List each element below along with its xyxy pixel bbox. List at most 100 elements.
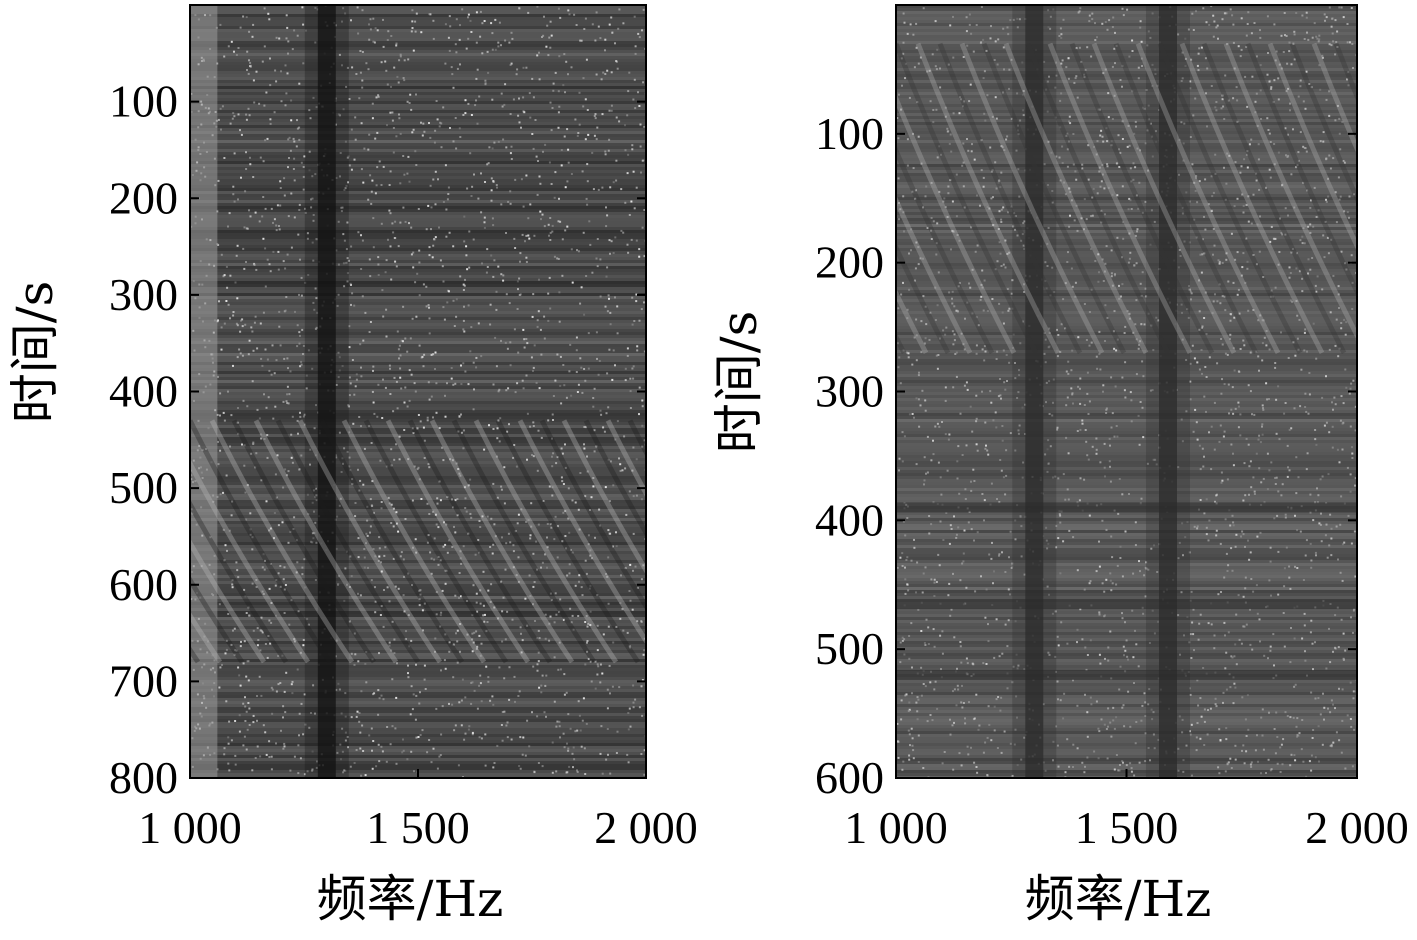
noise-speck (624, 149, 627, 152)
noise-speck (347, 181, 349, 184)
noise-speck (607, 529, 610, 532)
noise-speck (253, 321, 256, 324)
noise-speck (943, 197, 946, 200)
noise-speck (550, 526, 553, 529)
noise-speck (1104, 614, 1106, 617)
heatmap-row (896, 197, 1357, 200)
noise-speck (314, 579, 317, 581)
noise-speck (291, 415, 294, 418)
noise-speck (915, 463, 918, 466)
noise-speck (229, 317, 231, 320)
noise-speck (487, 676, 490, 679)
noise-speck (643, 637, 646, 640)
noise-speck (342, 262, 345, 265)
noise-speck (400, 551, 403, 554)
noise-speck (392, 127, 395, 129)
noise-speck (587, 657, 590, 660)
noise-speck (457, 468, 460, 470)
noise-speck (459, 24, 461, 27)
noise-speck (382, 698, 385, 701)
noise-speck (935, 253, 938, 256)
noise-speck (402, 305, 405, 308)
noise-speck (643, 350, 646, 353)
noise-speck (1288, 50, 1291, 53)
noise-speck (444, 394, 446, 397)
noise-speck (951, 302, 954, 305)
noise-speck (1146, 129, 1149, 132)
heatmap-row (896, 434, 1357, 437)
noise-speck (558, 720, 561, 723)
noise-speck (550, 183, 553, 185)
heatmap-row (896, 41, 1357, 44)
noise-speck (263, 104, 266, 107)
noise-speck (986, 449, 989, 452)
noise-speck (915, 359, 918, 362)
noise-speck (1246, 150, 1249, 153)
noise-speck (1337, 285, 1340, 288)
noise-speck (1080, 217, 1083, 220)
noise-speck (1314, 284, 1317, 287)
noise-speck (467, 383, 470, 386)
noise-speck (1332, 157, 1335, 160)
noise-speck (1270, 461, 1273, 464)
noise-speck (1084, 69, 1087, 71)
noise-speck (361, 86, 364, 89)
noise-speck (1013, 743, 1016, 746)
noise-speck (303, 773, 306, 776)
noise-speck (626, 114, 629, 117)
noise-speck (509, 152, 512, 155)
noise-speck (230, 739, 233, 742)
noise-speck (536, 715, 539, 718)
noise-speck (510, 31, 513, 34)
noise-speck (296, 345, 299, 348)
noise-speck (1241, 193, 1244, 196)
noise-speck (308, 109, 311, 112)
noise-speck (1195, 749, 1198, 752)
noise-speck (999, 252, 1002, 255)
noise-speck (1239, 171, 1242, 174)
noise-speck (1234, 161, 1237, 164)
heatmap-row (896, 215, 1357, 218)
noise-speck (462, 283, 465, 286)
noise-speck (486, 266, 489, 268)
heatmap-row (190, 674, 646, 677)
noise-speck (1257, 438, 1260, 441)
heatmap-row (190, 137, 646, 140)
noise-speck (1213, 244, 1216, 247)
noise-speck (1107, 725, 1109, 728)
noise-speck (514, 247, 517, 249)
noise-speck (1309, 542, 1312, 545)
noise-speck (941, 630, 944, 633)
noise-speck (595, 138, 598, 141)
noise-speck (1334, 614, 1337, 617)
noise-speck (604, 73, 607, 75)
noise-speck (608, 138, 611, 141)
heatmap-row (190, 161, 646, 164)
noise-speck (1354, 575, 1357, 578)
noise-speck (526, 412, 529, 415)
noise-speck (270, 373, 273, 376)
noise-speck (498, 21, 501, 24)
noise-speck (1235, 663, 1238, 666)
noise-speck (1256, 124, 1259, 127)
noise-speck (470, 516, 473, 519)
noise-speck (1179, 255, 1182, 257)
noise-speck (576, 134, 579, 137)
heatmap-row (896, 206, 1357, 209)
noise-speck (233, 152, 236, 155)
noise-speck (1341, 579, 1344, 582)
noise-speck (1231, 569, 1234, 572)
noise-speck (223, 559, 226, 562)
noise-speck (462, 362, 465, 365)
noise-speck (489, 600, 492, 603)
noise-speck (373, 41, 376, 44)
noise-speck (389, 245, 392, 248)
noise-speck (278, 37, 281, 40)
noise-speck (899, 641, 902, 644)
noise-speck (1329, 513, 1332, 516)
noise-speck (564, 535, 567, 537)
noise-speck (641, 29, 643, 32)
noise-speck (480, 211, 483, 214)
noise-speck (1095, 437, 1098, 440)
noise-speck (910, 228, 913, 231)
